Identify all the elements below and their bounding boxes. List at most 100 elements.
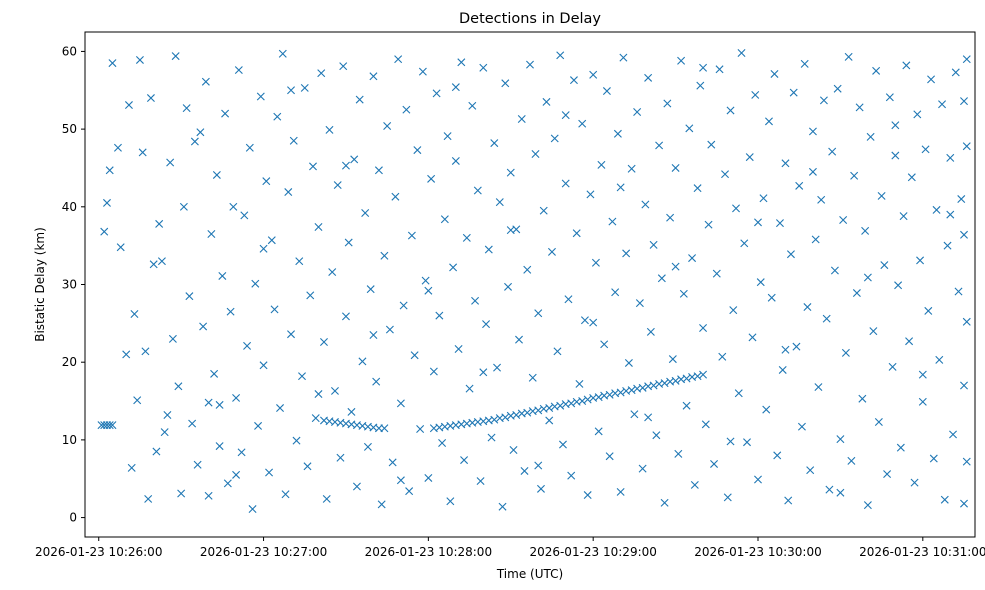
- data-point: [578, 119, 587, 128]
- data-point: [341, 312, 350, 321]
- data-point: [179, 202, 188, 211]
- data-point: [440, 215, 449, 224]
- data-point: [556, 51, 565, 60]
- data-point: [773, 451, 782, 460]
- data-point: [190, 137, 199, 146]
- data-point: [295, 257, 304, 266]
- data-point: [803, 303, 812, 312]
- data-point: [880, 261, 889, 270]
- data-point: [847, 456, 856, 465]
- data-point: [850, 171, 859, 180]
- data-point: [578, 397, 587, 406]
- data-point: [872, 66, 881, 75]
- data-point: [515, 335, 524, 344]
- data-point: [960, 381, 969, 390]
- data-point: [580, 316, 589, 325]
- x-tick-label: 2026-01-23 10:29:00: [529, 545, 656, 559]
- data-point: [155, 219, 164, 228]
- x-tick-label: 2026-01-23 10:28:00: [365, 545, 492, 559]
- data-point: [374, 166, 383, 175]
- data-point: [759, 194, 768, 203]
- data-point: [946, 210, 955, 219]
- data-point: [251, 279, 260, 288]
- data-point: [182, 104, 191, 113]
- data-point: [685, 124, 694, 133]
- data-point: [317, 69, 326, 78]
- data-point: [352, 482, 361, 491]
- x-tick-label: 2026-01-23 10:31:00: [859, 545, 985, 559]
- data-point: [484, 245, 493, 254]
- data-point: [756, 278, 765, 287]
- data-point: [289, 136, 298, 145]
- data-point: [539, 206, 548, 215]
- data-point: [894, 281, 903, 290]
- data-point: [764, 117, 773, 126]
- data-point: [751, 90, 760, 99]
- data-point: [806, 466, 815, 475]
- data-point: [679, 289, 688, 298]
- data-point: [292, 436, 301, 445]
- data-point: [399, 301, 408, 310]
- data-point: [232, 470, 241, 479]
- data-point: [646, 327, 655, 336]
- data-point: [699, 63, 708, 72]
- data-point: [778, 365, 787, 374]
- data-point: [962, 142, 971, 151]
- data-point: [226, 307, 235, 316]
- data-point: [715, 65, 724, 74]
- data-point: [396, 476, 405, 485]
- data-point: [811, 235, 820, 244]
- data-point: [501, 79, 510, 88]
- data-point: [298, 372, 306, 381]
- data-point: [638, 464, 647, 473]
- data-point: [808, 127, 817, 136]
- data-point: [792, 342, 801, 351]
- data-point: [962, 457, 971, 466]
- data-point: [462, 233, 471, 242]
- data-point: [734, 389, 743, 398]
- x-tick-label: 2026-01-23 10:27:00: [200, 545, 327, 559]
- data-point: [424, 473, 433, 482]
- data-point: [476, 477, 485, 486]
- data-point: [726, 106, 735, 115]
- data-point: [808, 167, 817, 176]
- data-point: [916, 256, 925, 265]
- data-point: [287, 86, 296, 95]
- data-point: [630, 410, 639, 419]
- data-point: [869, 327, 878, 336]
- data-point: [556, 401, 565, 410]
- data-point: [743, 438, 751, 447]
- data-point: [649, 240, 658, 249]
- data-point: [116, 243, 125, 252]
- data-point: [501, 413, 510, 422]
- data-point: [314, 390, 323, 399]
- data-point: [262, 177, 271, 186]
- data-point: [921, 145, 930, 154]
- data-point: [380, 424, 389, 433]
- data-point: [385, 325, 394, 334]
- data-point: [446, 497, 455, 506]
- data-point: [185, 292, 194, 301]
- data-point: [927, 75, 936, 84]
- data-point: [924, 306, 933, 315]
- data-point: [270, 305, 279, 314]
- data-point: [122, 350, 131, 359]
- data-point: [479, 63, 488, 72]
- data-point: [504, 282, 513, 291]
- x-axis-label: Time (UTC): [496, 567, 563, 581]
- data-point: [712, 269, 721, 278]
- data-point: [561, 179, 570, 188]
- data-point: [690, 480, 699, 489]
- data-point: [638, 383, 647, 392]
- data-point: [660, 498, 669, 507]
- data-point: [135, 55, 144, 64]
- data-point: [800, 59, 809, 68]
- data-point: [699, 370, 708, 379]
- data-point: [141, 347, 150, 356]
- data-point: [171, 52, 180, 61]
- y-axis-label: Bistatic Delay (km): [33, 227, 47, 342]
- data-point: [594, 393, 603, 402]
- data-point: [166, 158, 175, 167]
- data-point: [899, 212, 908, 221]
- data-point: [108, 59, 117, 68]
